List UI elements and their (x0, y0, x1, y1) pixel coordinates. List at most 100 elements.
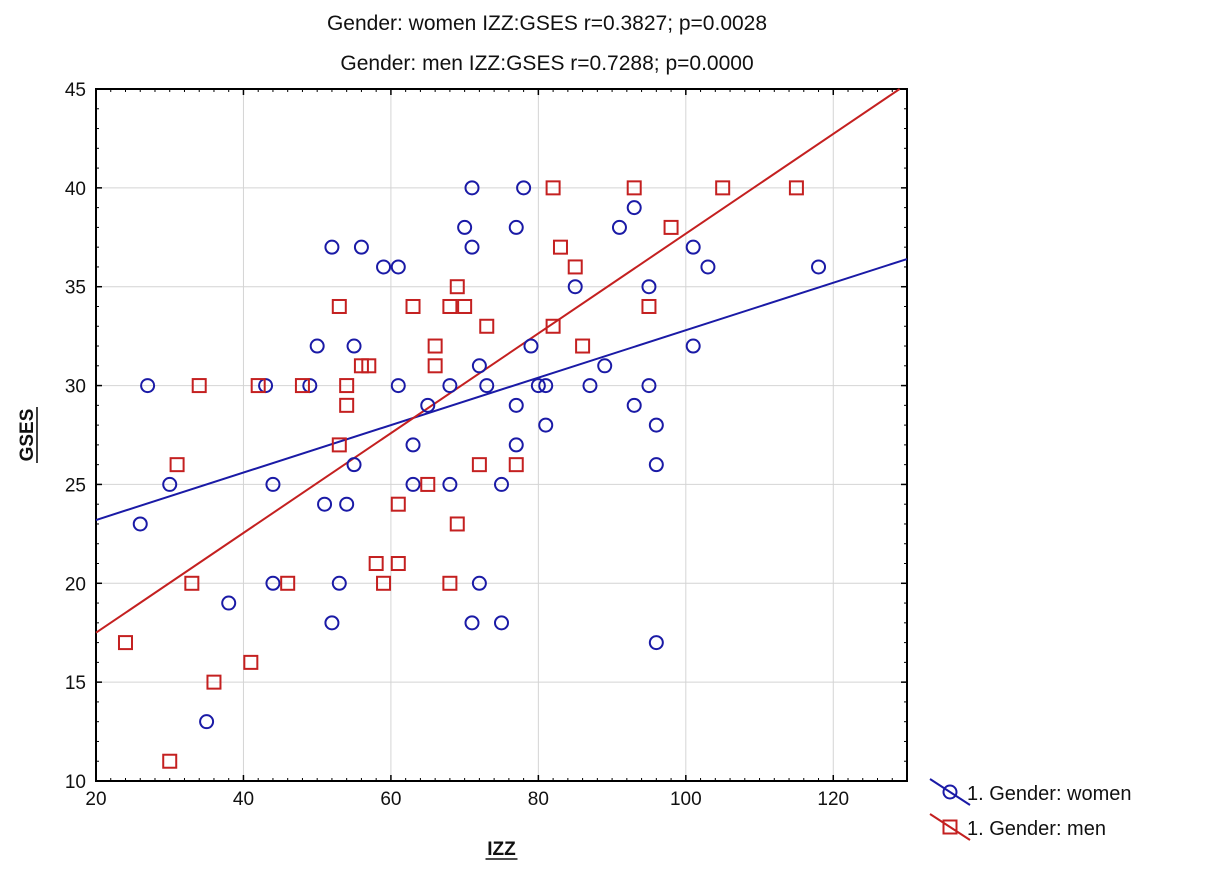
data-point-men (250, 378, 266, 394)
data-point-women (811, 259, 827, 275)
x-tick-label: 120 (817, 789, 849, 810)
data-point-women (530, 378, 546, 394)
data-point-women (641, 279, 657, 295)
data-point-men (339, 397, 355, 413)
data-point-men (331, 298, 347, 314)
data-point-men (427, 358, 443, 374)
data-point-women (420, 397, 436, 413)
y-tick-label: 40 (65, 179, 86, 200)
data-point-men (339, 378, 355, 394)
data-point-women (685, 338, 701, 354)
data-point-men (427, 338, 443, 354)
data-point-women (132, 516, 148, 532)
data-point-women (464, 239, 480, 255)
data-point-men (390, 496, 406, 512)
data-points (117, 180, 827, 769)
data-point-women (494, 476, 509, 492)
data-point-women (597, 358, 613, 374)
legend-square-marker (942, 819, 958, 835)
legend: 1. Gender: women 1. Gender: men (929, 778, 1132, 841)
y-tick-label: 15 (65, 673, 86, 694)
data-point-men (479, 318, 495, 334)
legend-item-men: 1. Gender: men (929, 813, 1106, 841)
plot-frame (95, 88, 908, 782)
data-point-women (390, 259, 406, 275)
fit-line-men (95, 88, 901, 634)
data-point-men (788, 180, 804, 196)
legend-label-men: 1. Gender: men (967, 818, 1106, 840)
data-point-women (309, 338, 325, 354)
data-point-women (442, 378, 458, 394)
data-point-men (280, 575, 296, 591)
data-point-women (221, 595, 237, 611)
data-point-men (390, 556, 406, 572)
data-point-men (641, 298, 657, 314)
data-point-women (538, 417, 554, 433)
data-point-women (346, 338, 362, 354)
data-point-women (523, 338, 539, 354)
data-point-men (457, 298, 473, 314)
data-point-men (552, 239, 568, 255)
data-point-men (405, 298, 421, 314)
legend-line-men (929, 813, 971, 841)
legend-circle-marker (942, 784, 958, 800)
x-tick-label: 20 (85, 789, 106, 810)
data-point-men (545, 180, 561, 196)
data-point-men (471, 457, 487, 473)
data-point-women (648, 635, 664, 651)
data-point-women (376, 259, 392, 275)
data-point-women (700, 259, 716, 275)
chart-title-line-1: Gender: women IZZ:GSES r=0.3827; p=0.002… (327, 12, 767, 35)
data-point-women (317, 496, 333, 512)
y-tick-label: 10 (65, 772, 86, 793)
grid-lines (96, 89, 907, 781)
y-axis-title: GSES (17, 409, 38, 462)
chart-title-line-2: Gender: men IZZ:GSES r=0.7288; p=0.0000 (340, 52, 753, 75)
data-point-women (648, 457, 664, 473)
data-point-women (582, 378, 598, 394)
data-point-women (685, 239, 701, 255)
data-point-men (508, 457, 524, 473)
data-point-men (169, 457, 185, 473)
data-point-women (405, 437, 421, 453)
axis-ticks: 20 40 60 80 100 120 10 15 20 25 30 35 40 45 (65, 80, 907, 810)
x-tick-label: 60 (380, 789, 401, 810)
legend-item-women: 1. Gender: women (929, 778, 1132, 806)
data-point-women (346, 457, 362, 473)
data-point-men (663, 219, 679, 235)
x-tick-label: 80 (528, 789, 549, 810)
data-point-women (641, 378, 657, 394)
data-point-women (611, 219, 627, 235)
data-point-women (265, 575, 281, 591)
data-point-men (368, 556, 384, 572)
data-point-women (199, 714, 215, 730)
data-point-men (715, 180, 731, 196)
data-point-women (508, 219, 524, 235)
data-point-men (376, 575, 392, 591)
data-point-women (324, 615, 340, 631)
y-tick-label: 20 (65, 574, 86, 595)
fit-line-women (95, 258, 908, 521)
data-point-men (442, 575, 458, 591)
data-point-women (494, 615, 509, 631)
y-tick-label: 35 (65, 278, 86, 299)
data-point-women (626, 397, 642, 413)
data-point-men (575, 338, 591, 354)
y-tick-label: 25 (65, 475, 86, 496)
data-point-women (464, 180, 480, 196)
data-point-women (353, 239, 369, 255)
data-point-women (508, 437, 524, 453)
data-point-women (626, 200, 642, 216)
data-point-women (324, 239, 340, 255)
data-point-women (265, 476, 281, 492)
data-point-women (457, 219, 473, 235)
x-tick-label: 40 (233, 789, 254, 810)
data-point-women (162, 476, 178, 492)
data-point-men (420, 476, 436, 492)
data-point-women (464, 615, 480, 631)
data-point-men (184, 575, 200, 591)
data-point-men (626, 180, 642, 196)
data-point-women (390, 378, 406, 394)
data-point-women (331, 575, 347, 591)
